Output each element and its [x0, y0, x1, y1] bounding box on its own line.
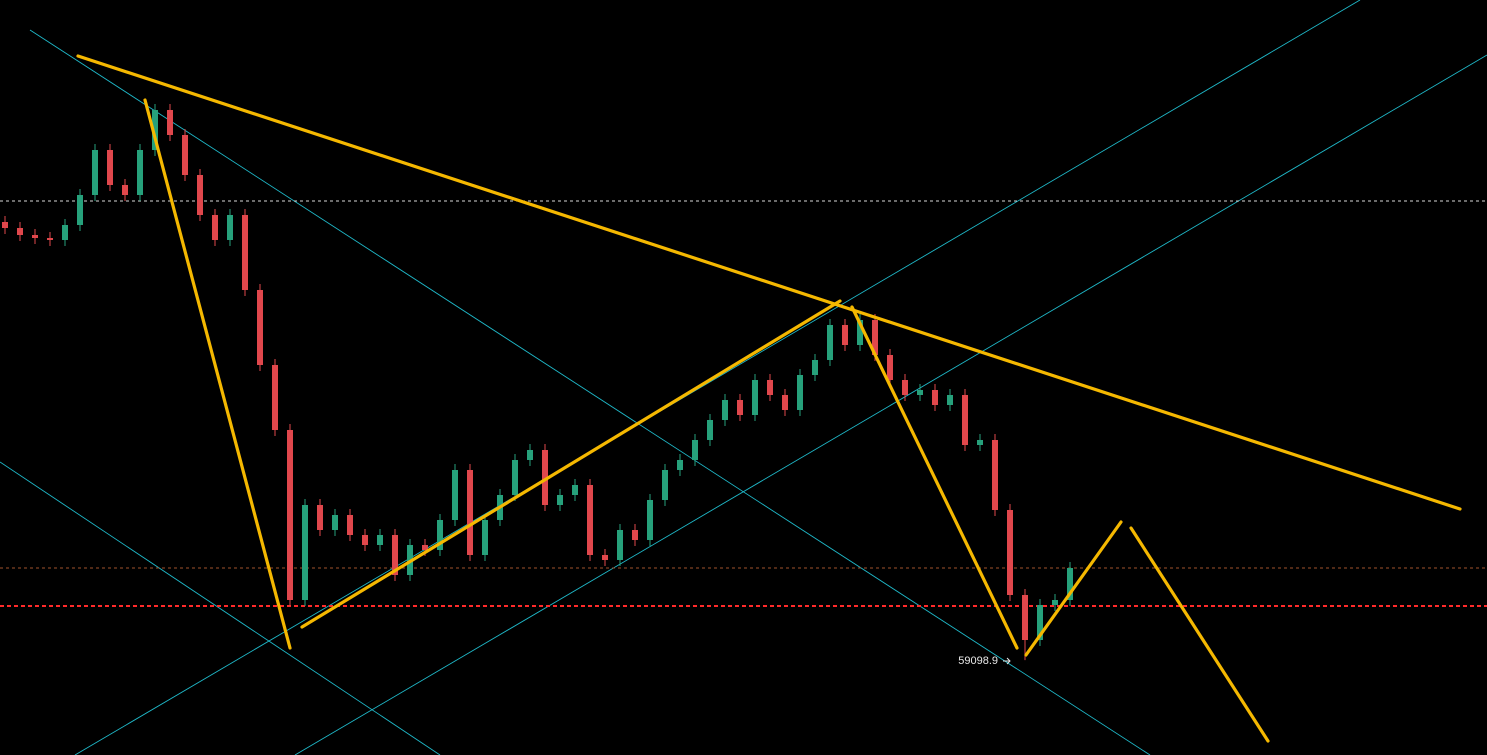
candle-body — [482, 520, 488, 555]
candle-body — [362, 535, 368, 545]
candle-body — [1007, 510, 1013, 595]
candle-body — [17, 228, 23, 235]
low-label: 59098.9 — [958, 655, 998, 667]
candle-body — [347, 515, 353, 535]
candle-body — [602, 555, 608, 560]
candle-body — [782, 395, 788, 410]
trend-line — [1024, 520, 1123, 657]
channel-line — [29, 29, 1151, 755]
candle-body — [707, 420, 713, 440]
channel-line — [0, 461, 441, 755]
candle-body — [692, 440, 698, 460]
trend-line — [143, 98, 292, 650]
candle-body — [122, 185, 128, 195]
trend-lines — [76, 54, 1462, 743]
candle-body — [392, 535, 398, 575]
candle-body — [767, 380, 773, 395]
candle-body — [872, 320, 878, 355]
candles — [2, 104, 1073, 661]
candle-body — [857, 320, 863, 345]
candle-body — [812, 360, 818, 375]
candle-body — [287, 430, 293, 600]
candle-body — [962, 395, 968, 445]
channel-line — [294, 54, 1487, 755]
candle-body — [917, 390, 923, 395]
candle-body — [257, 290, 263, 365]
candle-body — [557, 495, 563, 505]
candle-body — [62, 225, 68, 240]
trend-line — [850, 305, 1019, 650]
candle-body — [632, 530, 638, 540]
candle-body — [902, 380, 908, 395]
candle-body — [2, 222, 8, 228]
candle-body — [662, 470, 668, 500]
candle-body — [137, 150, 143, 195]
candle-body — [887, 355, 893, 380]
price-lines — [0, 200, 1487, 607]
candle-body — [992, 440, 998, 510]
candle-body — [572, 485, 578, 495]
candle-body — [302, 505, 308, 600]
candle-body — [527, 450, 533, 460]
candle-body — [92, 150, 98, 195]
candle-body — [212, 215, 218, 240]
candle-body — [197, 175, 203, 215]
candle-body — [1067, 568, 1073, 600]
candle-body — [437, 520, 443, 550]
candle-body — [677, 460, 683, 470]
trend-line — [1129, 526, 1270, 743]
candle-body — [182, 135, 188, 175]
candle-body — [167, 110, 173, 135]
candle-body — [32, 235, 38, 238]
candle-body — [932, 390, 938, 405]
candle-body — [317, 505, 323, 530]
candle-body — [647, 500, 653, 540]
candle-body — [617, 530, 623, 560]
candle-body — [827, 325, 833, 360]
candle-body — [242, 215, 248, 290]
candle-body — [227, 215, 233, 240]
candle-body — [422, 545, 428, 550]
candle-body — [1037, 605, 1043, 640]
candle-body — [1052, 600, 1058, 605]
low-arrow — [1003, 657, 1011, 665]
candle-body — [152, 110, 158, 150]
candle-body — [737, 400, 743, 415]
candle-body — [752, 380, 758, 415]
candle-body — [842, 325, 848, 345]
candle-body — [542, 450, 548, 505]
candle-body — [332, 515, 338, 530]
candle-body — [797, 375, 803, 410]
candle-body — [452, 470, 458, 520]
candle-body — [272, 365, 278, 430]
candle-body — [107, 150, 113, 185]
candle-body — [77, 195, 83, 225]
candle-body — [1022, 595, 1028, 640]
trend-line — [300, 299, 842, 629]
candle-body — [947, 395, 953, 405]
candle-body — [512, 460, 518, 495]
candle-body — [587, 485, 593, 555]
candle-body — [377, 535, 383, 545]
candle-body — [722, 400, 728, 420]
candle-body — [977, 440, 983, 445]
channel-line — [74, 0, 1361, 755]
candle-body — [467, 470, 473, 555]
trend-line — [76, 54, 1462, 511]
candle-body — [47, 238, 53, 240]
